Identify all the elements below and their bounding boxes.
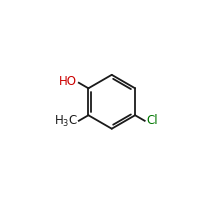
Text: H$_3$C: H$_3$C [54,114,78,129]
Text: Cl: Cl [147,114,158,127]
Text: HO: HO [59,75,77,88]
